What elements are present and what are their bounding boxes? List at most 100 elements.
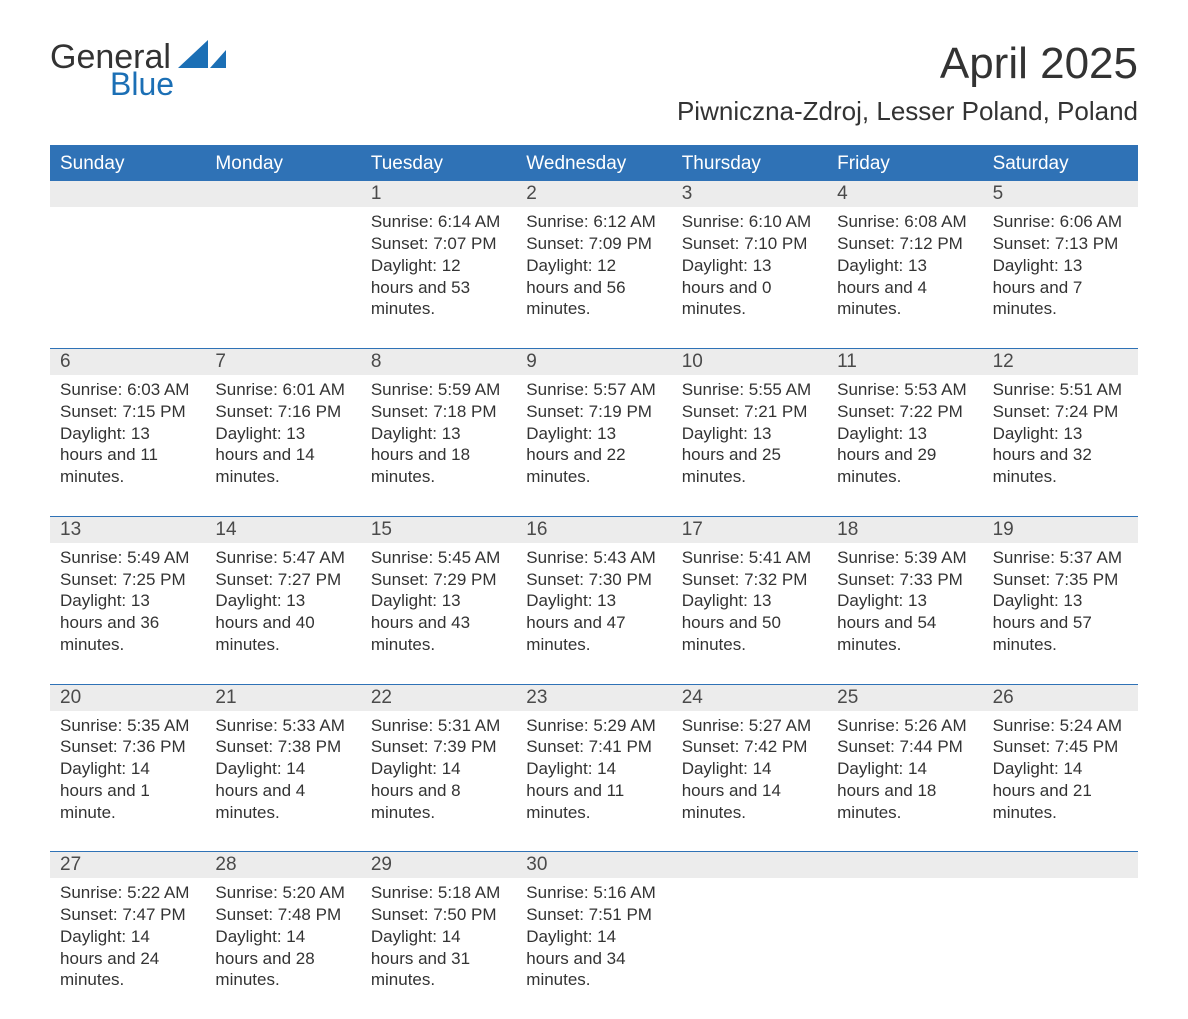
daylight-text: Daylight: 13 hours and 47 minutes. bbox=[526, 591, 625, 654]
sunset-text: Sunset: 7:22 PM bbox=[837, 402, 963, 421]
sunrise-text: Sunrise: 5:31 AM bbox=[371, 716, 500, 735]
day-number bbox=[50, 181, 205, 207]
sunrise-text: Sunrise: 5:35 AM bbox=[60, 716, 189, 735]
day-number: 6 bbox=[50, 349, 205, 375]
sunset-text: Sunset: 7:21 PM bbox=[682, 402, 808, 421]
daylight-text: Daylight: 13 hours and 18 minutes. bbox=[371, 424, 470, 487]
sunrise-text: Sunrise: 5:16 AM bbox=[526, 883, 655, 902]
sunrise-text: Sunrise: 5:57 AM bbox=[526, 380, 655, 399]
day-number bbox=[205, 181, 360, 207]
dow-saturday: Saturday bbox=[983, 147, 1138, 181]
sunrise-text: Sunrise: 5:18 AM bbox=[371, 883, 500, 902]
day-cell: Sunrise: 5:41 AMSunset: 7:32 PMDaylight:… bbox=[672, 543, 827, 684]
sunrise-text: Sunrise: 5:26 AM bbox=[837, 716, 966, 735]
day-body-row: Sunrise: 6:03 AMSunset: 7:15 PMDaylight:… bbox=[50, 375, 1138, 516]
sunset-text: Sunset: 7:50 PM bbox=[371, 905, 497, 924]
month-title: April 2025 bbox=[677, 40, 1138, 88]
dow-monday: Monday bbox=[205, 147, 360, 181]
daylight-text: Daylight: 14 hours and 31 minutes. bbox=[371, 927, 470, 990]
day-body-row: Sunrise: 6:14 AMSunset: 7:07 PMDaylight:… bbox=[50, 207, 1138, 348]
sunset-text: Sunset: 7:44 PM bbox=[837, 737, 963, 756]
day-number: 28 bbox=[205, 852, 360, 878]
day-number-row: 6789101112 bbox=[50, 349, 1138, 375]
sunset-text: Sunset: 7:42 PM bbox=[682, 737, 808, 756]
daylight-text: Daylight: 14 hours and 21 minutes. bbox=[993, 759, 1092, 822]
sunset-text: Sunset: 7:24 PM bbox=[993, 402, 1119, 421]
sunset-text: Sunset: 7:09 PM bbox=[526, 234, 652, 253]
day-number: 20 bbox=[50, 685, 205, 711]
dow-friday: Friday bbox=[827, 147, 982, 181]
day-cell: Sunrise: 6:12 AM Sunset: 7:09 PM Daylight:… bbox=[516, 207, 671, 348]
daylight-text: Daylight: 13 hours and 54 minutes. bbox=[837, 591, 936, 654]
logo-text: General Blue bbox=[50, 40, 174, 100]
day-number: 27 bbox=[50, 852, 205, 878]
sunrise-text: Sunrise: 6:12 AM bbox=[526, 212, 655, 231]
day-number: 13 bbox=[50, 517, 205, 543]
week-row: 13141516171819Sunrise: 5:49 AMSunset: 7:… bbox=[50, 516, 1138, 684]
daylight-text: Daylight: 13 hours and 14 minutes. bbox=[215, 424, 314, 487]
daylight-text: Daylight: 14 hours and 28 minutes. bbox=[215, 927, 314, 990]
day-cell: Sunrise: 6:06 AMSunset: 7:13 PMDaylight:… bbox=[983, 207, 1138, 348]
daylight-text: Daylight: 14 hours and 1 minute. bbox=[60, 759, 150, 822]
daylight-text: Daylight: 14 hours and 34 minutes. bbox=[526, 927, 625, 990]
sunset-text: Sunset: 7:19 PM bbox=[526, 402, 652, 421]
day-cell: Sunrise: 5:53 AMSunset: 7:22 PMDaylight:… bbox=[827, 375, 982, 516]
day-number: 18 bbox=[827, 517, 982, 543]
week-row: 6789101112Sunrise: 6:03 AMSunset: 7:15 P… bbox=[50, 348, 1138, 516]
sunrise-text: Sunrise: 5:41 AM bbox=[682, 548, 811, 567]
sunset-text: Sunset: 7:51 PM bbox=[526, 905, 652, 924]
day-cell: Sunrise: 6:14 AMSunset: 7:07 PMDaylight:… bbox=[361, 207, 516, 348]
day-cell: Sunrise: 5:45 AMSunset: 7:29 PMDaylight:… bbox=[361, 543, 516, 684]
dow-thursday: Thursday bbox=[672, 147, 827, 181]
logo: General Blue bbox=[50, 40, 226, 100]
daylight-text: Daylight: 13 hours and 7 minutes. bbox=[993, 256, 1083, 319]
daylight-text: Daylight: 13 hours and 43 minutes. bbox=[371, 591, 470, 654]
sunset-text: Sunset: 7:38 PM bbox=[215, 737, 341, 756]
day-number: 21 bbox=[205, 685, 360, 711]
daylight-text: Daylight: 13 hours and 36 minutes. bbox=[60, 591, 159, 654]
day-cell: Sunrise: 6:08 AMSunset: 7:12 PMDaylight:… bbox=[827, 207, 982, 348]
day-number: 9 bbox=[516, 349, 671, 375]
day-number: 7 bbox=[205, 349, 360, 375]
sunset-text: Sunset: 7:30 PM bbox=[526, 570, 652, 589]
day-number: 4 bbox=[827, 181, 982, 207]
day-cell: Sunrise: 5:16 AM Sunset: 7:51 PM Daylight:… bbox=[516, 878, 671, 1019]
sunset-text: Sunset: 7:12 PM bbox=[837, 234, 963, 253]
daylight-text: Daylight: 13 hours and 50 minutes. bbox=[682, 591, 781, 654]
sunrise-text: Sunrise: 5:24 AM bbox=[993, 716, 1122, 735]
day-number: 26 bbox=[983, 685, 1138, 711]
sunrise-text: Sunrise: 5:27 AM bbox=[682, 716, 811, 735]
daylight-text: Daylight: 14 hours and 18 minutes. bbox=[837, 759, 936, 822]
daylight-text: Daylight: 14 hours and 4 minutes. bbox=[215, 759, 305, 822]
sunset-text: Sunset: 7:29 PM bbox=[371, 570, 497, 589]
day-number bbox=[672, 852, 827, 878]
daylight-text: Daylight: 12 hours and 56 minutes. bbox=[526, 256, 625, 319]
daylight-text: Daylight: 14 hours and 14 minutes. bbox=[682, 759, 781, 822]
daylight-text: Daylight: 13 hours and 29 minutes. bbox=[837, 424, 936, 487]
daylight-text: Daylight: 13 hours and 57 minutes. bbox=[993, 591, 1092, 654]
daylight-text: Daylight: 14 hours and 8 minutes. bbox=[371, 759, 461, 822]
day-number: 1 bbox=[361, 181, 516, 207]
day-cell: Sunrise: 5:47 AMSunset: 7:27 PMDaylight:… bbox=[205, 543, 360, 684]
sunrise-text: Sunrise: 6:08 AM bbox=[837, 212, 966, 231]
day-cell bbox=[983, 878, 1138, 1019]
day-cell bbox=[50, 207, 205, 348]
daylight-text: Daylight: 13 hours and 22 minutes. bbox=[526, 424, 625, 487]
sunrise-text: Sunrise: 5:20 AM bbox=[215, 883, 344, 902]
day-number: 19 bbox=[983, 517, 1138, 543]
day-cell: Sunrise: 5:29 AMSunset: 7:41 PMDaylight:… bbox=[516, 711, 671, 852]
day-cell bbox=[672, 878, 827, 1019]
sunset-text: Sunset: 7:33 PM bbox=[837, 570, 963, 589]
day-cell: Sunrise: 5:26 AM Sunset: 7:44 PM Daylight:… bbox=[827, 711, 982, 852]
sunset-text: Sunset: 7:41 PM bbox=[526, 737, 652, 756]
day-cell: Sunrise: 5:24 AMSunset: 7:45 PMDaylight:… bbox=[983, 711, 1138, 852]
day-number: 8 bbox=[361, 349, 516, 375]
sunset-text: Sunset: 7:47 PM bbox=[60, 905, 186, 924]
sunset-text: Sunset: 7:18 PM bbox=[371, 402, 497, 421]
dow-wednesday: Wednesday bbox=[516, 147, 671, 181]
sunset-text: Sunset: 7:25 PM bbox=[60, 570, 186, 589]
sunrise-text: Sunrise: 5:37 AM bbox=[993, 548, 1122, 567]
day-cell: Sunrise: 5:43 AMSunset: 7:30 PMDaylight:… bbox=[516, 543, 671, 684]
day-number: 11 bbox=[827, 349, 982, 375]
day-cell: Sunrise: 6:10 AMSunset: 7:10 PMDaylight:… bbox=[672, 207, 827, 348]
